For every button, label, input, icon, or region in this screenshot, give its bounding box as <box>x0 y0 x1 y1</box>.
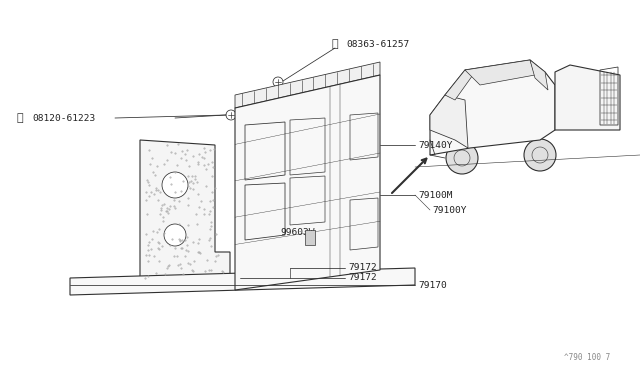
Text: 79100M: 79100M <box>418 190 452 199</box>
Circle shape <box>446 142 478 174</box>
Text: 99603W: 99603W <box>280 228 314 237</box>
Circle shape <box>243 250 253 260</box>
Circle shape <box>258 258 266 266</box>
Text: 08363-61257: 08363-61257 <box>346 39 409 48</box>
Text: ^790 100 7: ^790 100 7 <box>564 353 610 362</box>
Polygon shape <box>305 230 315 245</box>
Polygon shape <box>465 60 535 85</box>
Polygon shape <box>445 70 475 100</box>
Polygon shape <box>555 65 620 130</box>
Text: 79172: 79172 <box>348 273 377 282</box>
Text: 79140Y: 79140Y <box>418 141 452 150</box>
Circle shape <box>365 170 375 180</box>
Polygon shape <box>430 60 555 155</box>
Circle shape <box>335 240 345 250</box>
Circle shape <box>524 139 556 171</box>
Text: 79170: 79170 <box>418 280 447 289</box>
Circle shape <box>305 100 315 110</box>
Circle shape <box>257 105 267 115</box>
Polygon shape <box>530 60 548 90</box>
Polygon shape <box>235 62 380 108</box>
Polygon shape <box>140 140 230 285</box>
Text: Ⓢ: Ⓢ <box>332 39 339 49</box>
Circle shape <box>162 172 188 198</box>
Text: Ⓑ: Ⓑ <box>17 113 23 123</box>
Polygon shape <box>235 75 380 290</box>
Polygon shape <box>70 268 415 295</box>
Text: 79172: 79172 <box>348 263 377 273</box>
Circle shape <box>257 195 267 205</box>
Text: 08120-61223: 08120-61223 <box>32 113 95 122</box>
Circle shape <box>164 224 186 246</box>
Polygon shape <box>430 95 468 148</box>
Circle shape <box>290 243 300 253</box>
Text: 79100Y: 79100Y <box>432 205 467 215</box>
